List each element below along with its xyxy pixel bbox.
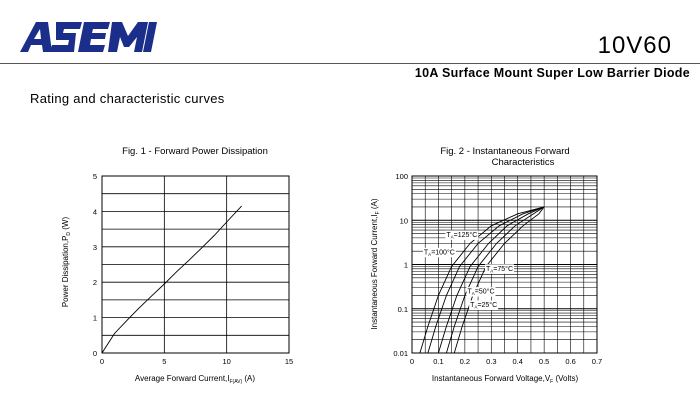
fig2-series-line (419, 206, 545, 354)
fig2-x-tick-label: 0.5 (539, 357, 549, 366)
fig2-series-label-bg (466, 287, 496, 297)
fig2-x-tick-label: 0.3 (486, 357, 496, 366)
part-number: 10V60 (597, 32, 672, 59)
fig2-x-axis-label: Instantaneous Forward Voltage,VF (Volts) (432, 374, 579, 385)
fig1-x-tick-label: 0 (100, 357, 104, 366)
fig2-y-tick-label: 1 (404, 261, 408, 270)
fig2-y-axis-label: Instantaneous Forward Current,IF (A) (370, 198, 381, 329)
fig2-series (419, 206, 545, 354)
fig2-x-tick-label: 0.1 (433, 357, 443, 366)
fig1-grid (101, 175, 290, 354)
fig2-x-tick-label: 0.6 (565, 357, 575, 366)
fig1-y-tick-label: 3 (93, 243, 97, 252)
fig2-series-label-bg (422, 247, 456, 258)
fig2-y-tick-label: 100 (395, 172, 408, 181)
fig2-x-tick-label: 0.7 (592, 357, 602, 366)
fig2-y-tick-label: 0.01 (393, 349, 408, 358)
fig1-y-tick-label: 0 (93, 349, 97, 358)
fig2-series-line (437, 206, 545, 354)
fig2-series-label: TA=50°C (468, 288, 495, 297)
fig2-series-label-bg (485, 264, 515, 274)
fig1-x-tick-label: 15 (285, 357, 293, 366)
fig1-y-tick-label: 5 (93, 172, 97, 181)
fig1-y-tick-label: 1 (93, 314, 97, 323)
fig1-y-tick-label: 2 (93, 278, 97, 287)
fig1-series-line (101, 205, 242, 354)
brand-logo (20, 22, 157, 52)
fig2-ticks: 0 0.1 0.2 0.3 0.4 0.5 0.6 0.7 0.01 0.1 1 10 100 (393, 172, 602, 366)
fig2-series-label: TA=75°C (486, 265, 513, 274)
fig2-title-line1: Fig. 2 - Instantaneous Forward (440, 146, 569, 157)
fig2-y-tick-label: 0.1 (398, 305, 408, 314)
section-title: Rating and characteristic curves (30, 91, 225, 106)
fig2-series-label-bg (445, 230, 479, 240)
fig2-series-labels: TA=125°C TA=100°C TA=75°C TA=50°C TA=25°C (422, 230, 515, 310)
fig2-series-line (445, 206, 545, 354)
fig1-y-axis-label: Power Dissipation,PD (W) (61, 217, 72, 308)
fig1-ticks: 0 5 10 15 0 1 2 3 4 5 (93, 172, 293, 366)
fig2-y-tick-label: 10 (400, 216, 408, 225)
fig1-x-tick-label: 10 (222, 357, 230, 366)
product-subtitle: 10A Surface Mount Super Low Barrier Diod… (414, 66, 690, 80)
fig1-chart: Fig. 1 - Forward Power Dissipation 0 5 10 1… (61, 146, 293, 385)
fig1-x-axis-label: Average Forward Current,IF(AV) (A) (135, 374, 255, 385)
fig2-series-line (453, 206, 545, 354)
header-divider (0, 63, 700, 64)
fig2-x-tick-label: 0.4 (512, 357, 522, 366)
fig2-series-label: TA=125°C (446, 231, 477, 240)
fig2-series-label: TA=25°C (470, 301, 497, 310)
fig2-chart: Fig. 2 - Instantaneous Forward Character… (370, 146, 602, 385)
fig1-y-tick-label: 4 (93, 207, 97, 216)
fig1-series (101, 205, 242, 354)
fig2-series-line (427, 206, 545, 354)
fig2-x-tick-label: 0 (410, 357, 414, 366)
fig2-series-label: TA=100°C (424, 248, 455, 257)
fig2-series-label-bg (469, 300, 499, 310)
fig1-title: Fig. 1 - Forward Power Dissipation (122, 146, 268, 157)
fig2-grid (411, 175, 598, 354)
fig1-x-tick-label: 5 (162, 357, 166, 366)
fig2-title-line2: Characteristics (492, 157, 555, 168)
fig2-x-tick-label: 0.2 (460, 357, 470, 366)
